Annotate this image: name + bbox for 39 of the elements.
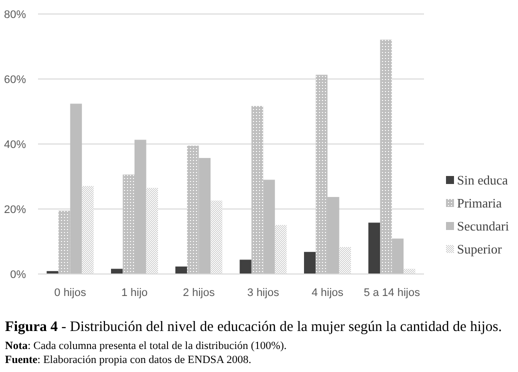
bar [187,146,199,274]
bar [251,106,264,274]
bar [304,252,316,274]
bar [198,158,211,274]
x-tick-label: 3 hijos [247,287,280,299]
text: Nota: Cada columna presenta el total de la distribución (100%). [5,340,287,352]
legend-label: Primaria [457,196,502,211]
bar [328,196,340,274]
legend-label: Superior [457,242,502,257]
x-tick-label: 1 hijo [121,287,148,299]
bar [339,247,351,274]
bar [240,260,252,274]
bar [210,200,222,274]
bar [392,238,404,274]
x-tick-label: 2 hijos [182,287,216,299]
bar [58,210,70,274]
source-note: Fuente: Elaboración propia con datos de ENDSA 2008. [5,354,252,366]
bar [146,188,158,274]
y-tick-label: 80% [4,8,26,21]
y-tick-label: 60% [4,74,26,86]
bar [70,104,82,274]
text: Figura 4 - Distribución del nivel de educación de la mujer según la cantidad de hijos. [5,319,502,335]
x-tick-label: 4 hijos [312,287,344,299]
bar [263,180,275,274]
y-tick-label: 40% [4,138,26,151]
x-tick-label: 5 a 14 hijos [364,287,420,299]
bar [368,222,380,274]
y-tick-label: 20% [4,204,26,216]
x-tick-label: 0 hijos [54,287,87,299]
legend-label: Sin educa [457,172,508,188]
bar [134,140,146,274]
bar [380,40,392,274]
bar [316,74,328,274]
bar [175,266,188,274]
y-tick-label: 0% [10,268,26,281]
bar [274,224,287,274]
legend-label: Secundari [457,218,510,234]
bar [82,186,94,274]
bar [122,174,134,274]
